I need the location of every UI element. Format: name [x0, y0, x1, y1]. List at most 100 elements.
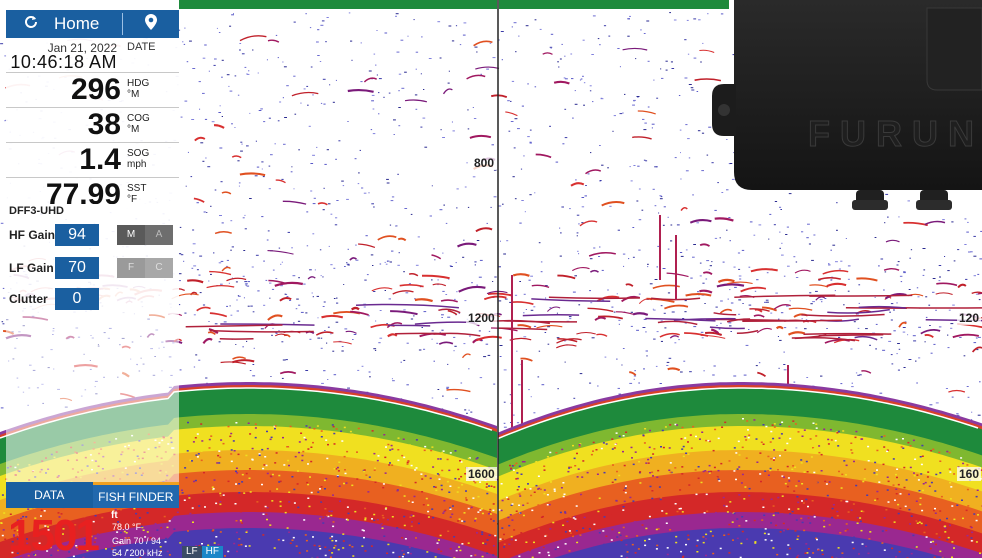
echo-speckle [432, 185, 433, 186]
echo-speckle [480, 260, 483, 261]
seabed-grain [893, 496, 895, 498]
fish-echo [512, 302, 534, 304]
seabed-grain [656, 477, 658, 479]
seabed-grain [797, 502, 799, 504]
lf-button[interactable]: LF [182, 546, 202, 558]
hf-gain-value[interactable]: 94 [55, 224, 99, 246]
seabed-grain [781, 513, 783, 515]
mode-f[interactable]: F [117, 258, 145, 278]
seabed-grain [898, 513, 900, 515]
seabed-grain [363, 530, 365, 532]
seabed-grain [564, 518, 566, 520]
seabed-grain [770, 431, 772, 433]
echo-speckle [620, 113, 623, 114]
tab-fish-finder[interactable]: FISH FINDER [93, 482, 180, 508]
seabed-grain [3, 512, 5, 514]
echo-speckle [534, 326, 536, 327]
echo-speckle [378, 342, 380, 343]
hf-button[interactable]: HF [202, 546, 223, 558]
hf-gain-mode-toggle[interactable]: M A [117, 225, 173, 245]
seabed-grain [797, 536, 799, 538]
echo-speckle [452, 40, 454, 41]
echo-speckle [840, 383, 842, 384]
echo-speckle [810, 303, 812, 304]
seabed-grain [377, 519, 379, 521]
location-button[interactable] [123, 10, 179, 38]
seabed-grain [847, 529, 849, 531]
echo-speckle [755, 291, 756, 292]
seabed-grain [300, 433, 302, 435]
echo-speckle [668, 292, 670, 293]
echo-speckle [269, 188, 271, 189]
seabed-grain [463, 542, 465, 544]
seabed-grain [340, 431, 342, 433]
seabed-grain [468, 542, 470, 544]
seabed-grain [737, 538, 739, 540]
seabed-grain [387, 444, 389, 446]
echo-speckle [562, 143, 564, 144]
lf-mode-toggle[interactable]: F C [117, 258, 173, 278]
mode-auto[interactable]: A [145, 225, 173, 245]
echo-speckle [708, 127, 711, 128]
echo-speckle [978, 415, 981, 416]
seabed-grain [429, 460, 431, 462]
seabed-grain [807, 488, 809, 490]
echo-speckle [379, 78, 382, 79]
seabed-grain [916, 546, 918, 548]
seabed-grain [407, 552, 409, 554]
fish-echo [699, 291, 712, 293]
seabed-grain [748, 435, 750, 437]
seabed-grain [383, 434, 385, 436]
seabed-grain [530, 488, 532, 490]
fish-echo [718, 280, 734, 282]
echo-speckle [892, 363, 894, 364]
echo-speckle [565, 137, 568, 138]
echo-speckle [257, 290, 259, 291]
hf-gain-label: HF Gain [9, 228, 55, 242]
echo-speckle [3, 288, 5, 289]
seabed-grain [0, 522, 2, 524]
seabed-grain [383, 517, 385, 519]
seabed-grain [255, 423, 257, 425]
echo-speckle [219, 262, 222, 263]
seabed-grain [662, 430, 664, 432]
echo-speckle [653, 80, 654, 81]
echo-speckle [399, 252, 400, 253]
clutter-value[interactable]: 0 [55, 288, 99, 310]
seabed-grain [818, 452, 820, 454]
seabed-grain [384, 457, 386, 459]
seabed-grain [709, 465, 711, 467]
lf-gain-value[interactable]: 70 [55, 257, 99, 279]
echo-speckle [442, 253, 443, 254]
seabed-grain [272, 474, 274, 476]
fish-echo [925, 221, 945, 224]
seabed-grain [976, 520, 978, 522]
echo-speckle [327, 17, 329, 18]
echo-speckle [882, 350, 885, 351]
seabed-grain [823, 520, 825, 522]
seabed-grain [805, 499, 807, 501]
seabed-grain [236, 520, 238, 522]
fish-echo [633, 313, 648, 315]
seabed-grain [829, 481, 831, 483]
echo-speckle [974, 342, 977, 343]
seabed-grain [223, 443, 225, 445]
fish-echo [318, 203, 327, 205]
seabed-grain [862, 481, 864, 483]
echo-speckle [204, 212, 206, 213]
seabed-grain [477, 511, 479, 513]
clutter-label: Clutter [9, 292, 48, 306]
seabed-grain [862, 456, 864, 458]
echo-speckle [859, 303, 860, 304]
seabed-grain [427, 504, 429, 506]
mode-manual[interactable]: M [117, 225, 145, 245]
echo-speckle [199, 109, 200, 110]
seabed-grain [293, 537, 295, 539]
seabed-grain [548, 538, 550, 540]
tab-data[interactable]: DATA [6, 482, 93, 508]
seabed-grain [939, 537, 941, 539]
seabed-grain [227, 551, 229, 553]
mode-c[interactable]: C [145, 258, 173, 278]
home-button[interactable]: Home [6, 10, 122, 38]
seabed-grain [743, 498, 745, 500]
